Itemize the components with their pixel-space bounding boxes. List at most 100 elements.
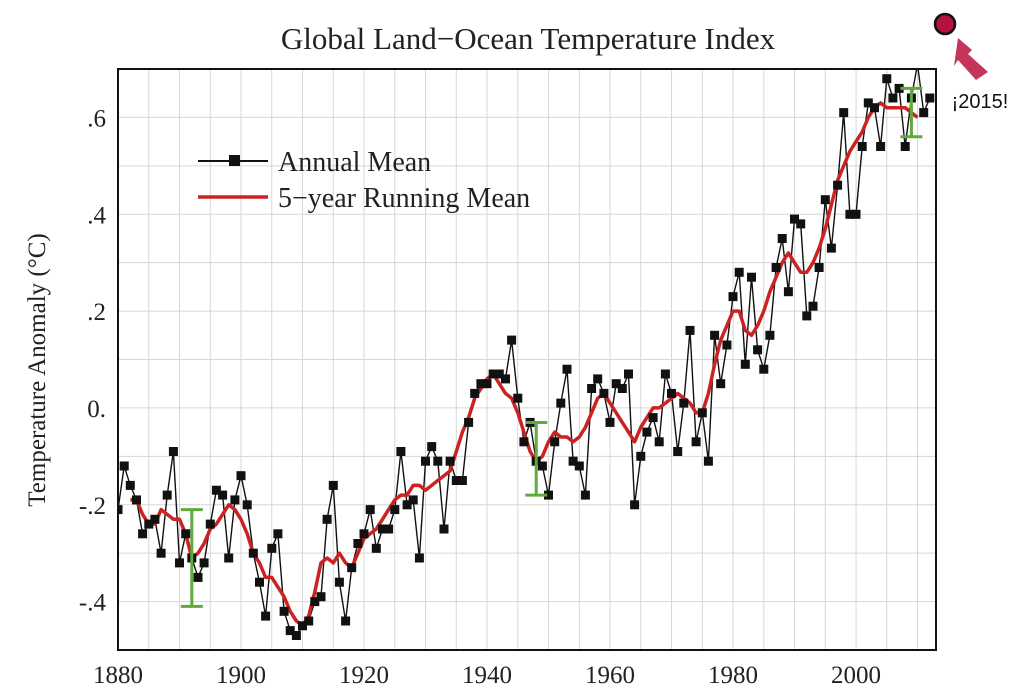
annual-mean-point — [790, 214, 799, 224]
annual-mean-point — [593, 374, 603, 384]
annual-mean-point — [285, 626, 295, 636]
annual-mean-point — [396, 447, 406, 456]
annual-mean-point — [870, 103, 879, 113]
annual-mean-point — [328, 480, 338, 490]
annual-mean-point — [771, 263, 781, 272]
annual-mean-point — [162, 490, 172, 500]
y-tick-label: .4 — [87, 202, 106, 229]
annual-mean-point — [630, 500, 640, 510]
annual-mean-point — [648, 413, 658, 423]
annual-mean-point — [168, 447, 178, 456]
annual-mean-point — [839, 108, 849, 118]
annual-mean-point — [667, 388, 676, 398]
annual-mean-point — [673, 447, 683, 456]
annual-mean-point — [888, 93, 898, 103]
annual-mean-point — [747, 272, 756, 282]
annual-mean-point — [255, 577, 264, 587]
annual-mean-point — [783, 287, 793, 297]
y-tick-label: 0. — [87, 396, 106, 423]
y-tick-label: .6 — [87, 105, 106, 132]
annual-mean-point — [390, 505, 400, 515]
annual-mean-point — [457, 476, 467, 485]
annual-mean-point — [451, 476, 461, 485]
error-bars — [180, 86, 923, 608]
annual-mean-point — [310, 597, 320, 607]
annual-mean-point — [482, 379, 492, 389]
annual-mean-point — [421, 456, 430, 466]
legend: Annual Mean 5−year Running Mean — [198, 147, 530, 214]
annual-mean-point — [691, 437, 701, 447]
annual-mean-point — [211, 485, 221, 495]
annual-mean-point — [814, 263, 824, 272]
y-tick-label: -.4 — [79, 590, 107, 617]
annual-mean-point — [759, 364, 769, 374]
annual-mean-point — [697, 408, 707, 418]
annual-mean-point — [587, 384, 597, 393]
annual-mean-point — [642, 427, 652, 437]
annual-mean-point — [118, 505, 123, 515]
annual-mean-point — [734, 267, 744, 277]
annual-mean-point — [175, 558, 184, 568]
annual-mean-point — [242, 500, 252, 510]
annual-mean-point — [341, 616, 351, 626]
annual-mean-point — [562, 364, 572, 374]
legend-annual-label: Annual Mean — [278, 147, 431, 178]
annual-mean-point — [414, 553, 424, 563]
annual-mean-point — [298, 621, 307, 631]
annual-mean-markers — [118, 74, 935, 640]
annual-mean-point — [494, 369, 504, 379]
legend-running-label: 5−year Running Mean — [278, 183, 530, 214]
annual-mean-point — [236, 471, 246, 481]
annual-mean-point — [291, 631, 301, 640]
annual-mean-point — [218, 490, 228, 500]
annual-mean-point — [599, 388, 609, 398]
annual-mean-point — [150, 514, 160, 524]
annual-mean-point — [765, 330, 775, 340]
annual-mean-point — [605, 417, 615, 427]
callout-arrow — [954, 38, 988, 80]
annual-mean-point — [408, 495, 418, 505]
annual-mean-point — [230, 495, 240, 505]
annual-mean-point — [845, 209, 855, 219]
annual-mean-point — [378, 524, 387, 534]
annual-mean-point — [470, 388, 480, 398]
annual-mean-point — [802, 311, 812, 321]
annual-mean-point — [322, 514, 332, 524]
series-lines — [118, 69, 931, 637]
x-tick-label: 1900 — [216, 662, 266, 689]
annual-mean-point — [580, 490, 590, 500]
error-bar — [180, 508, 203, 608]
annual-mean-point — [316, 592, 326, 602]
annual-mean-point — [488, 369, 498, 379]
annual-mean-point — [722, 340, 732, 350]
y-tick-label: -.2 — [79, 493, 106, 520]
annual-mean-point — [919, 108, 929, 118]
annual-mean-point — [464, 417, 474, 427]
annual-mean-point — [894, 83, 904, 93]
annual-mean-point — [857, 142, 867, 151]
annual-mean-point — [685, 325, 695, 335]
error-bar — [525, 420, 548, 497]
annual-mean-point — [833, 180, 843, 190]
annual-mean-point — [900, 142, 910, 151]
annual-mean-point — [574, 461, 584, 471]
annual-mean-point — [365, 505, 375, 515]
annual-mean-point — [513, 393, 523, 403]
annual-mean-point — [445, 456, 455, 466]
annual-mean-point — [556, 398, 566, 408]
annual-mean-point — [808, 301, 818, 311]
annual-mean-point — [716, 379, 726, 389]
y-axis: -.4 -.2 0. .2 .4 .6 — [79, 105, 107, 616]
annual-mean-point — [267, 543, 277, 553]
annual-mean-point — [501, 374, 510, 384]
annual-mean-point — [703, 456, 713, 466]
annual-mean-point — [224, 553, 234, 563]
error-bar — [900, 86, 923, 139]
annual-mean-point — [710, 330, 720, 340]
x-axis: 1880 1900 1920 1940 1960 1980 2000 — [93, 662, 881, 689]
annual-mean-point — [119, 461, 129, 471]
annual-mean-point — [138, 529, 148, 539]
annual-mean-line — [118, 69, 931, 637]
x-tick-label: 1980 — [708, 662, 758, 689]
grid — [117, 68, 936, 651]
